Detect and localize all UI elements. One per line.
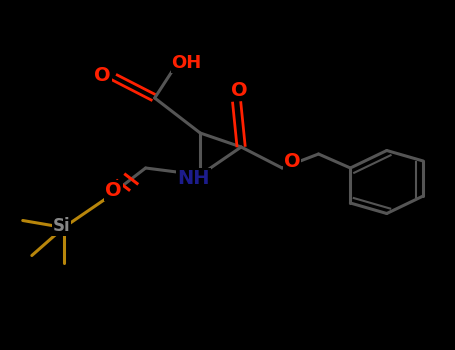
Text: Si: Si <box>53 217 70 235</box>
Text: O: O <box>231 81 247 100</box>
Text: O: O <box>94 66 111 85</box>
Text: O: O <box>106 181 122 200</box>
Text: OH: OH <box>172 54 202 72</box>
Text: O: O <box>284 152 300 171</box>
Text: NH: NH <box>177 169 210 188</box>
